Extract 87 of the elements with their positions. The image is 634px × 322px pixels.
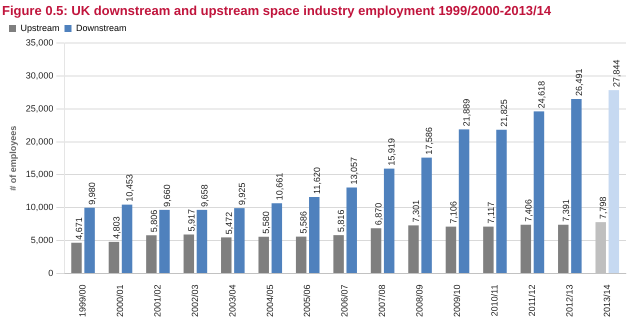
y-tick-label: 15,000 — [26, 169, 54, 180]
data-label: 21,825 — [498, 99, 509, 127]
bar — [483, 226, 494, 273]
x-tick-label: 2013/14 — [602, 284, 612, 318]
bar — [258, 236, 269, 273]
x-tick-label: 2005/06 — [302, 284, 312, 318]
data-label: 11,620 — [312, 167, 322, 194]
bar — [370, 228, 382, 273]
data-label: 15,919 — [386, 138, 397, 166]
data-label: 13,057 — [349, 156, 360, 184]
x-tick-label: 2008/09 — [414, 284, 425, 318]
data-label: 26,491 — [574, 68, 584, 96]
bar — [496, 130, 507, 273]
bar — [84, 208, 95, 273]
data-label: 9,925 — [236, 182, 247, 206]
data-label: 7,391 — [560, 199, 571, 222]
data-label: 9,660 — [162, 184, 172, 207]
bar — [108, 242, 120, 273]
data-label: 17,586 — [424, 127, 434, 155]
data-label: 10,661 — [274, 172, 284, 200]
bar — [384, 168, 394, 273]
bar — [571, 99, 582, 273]
data-label: 5,586 — [298, 211, 309, 234]
x-tick-label: 2007/08 — [377, 284, 388, 318]
chart-title: Figure 0.5: UK downstream and upstream space industry employment 1999/2000-2013/14 — [1, 2, 552, 19]
x-tick-label: 2000/01 — [114, 284, 125, 318]
bar — [421, 158, 432, 273]
data-label: 21,889 — [462, 98, 472, 126]
x-tick-label: 2009/10 — [452, 284, 462, 318]
bar — [458, 129, 470, 273]
data-label: 7,406 — [523, 199, 534, 222]
data-label: 7,798 — [598, 196, 608, 220]
bar — [196, 210, 208, 273]
bar — [184, 234, 194, 273]
bar — [221, 237, 232, 273]
bar — [146, 235, 157, 273]
y-tick-label: 35,000 — [26, 37, 54, 48]
x-tick-label: 1999/00 — [78, 284, 88, 318]
bar — [346, 187, 357, 273]
data-label: 5,917 — [186, 208, 196, 232]
data-label: 4,803 — [111, 216, 122, 239]
data-label: 7,117 — [486, 202, 496, 224]
y-tick-label: 5,000 — [30, 235, 54, 246]
data-label: 7,301 — [410, 200, 421, 222]
x-tick-label: 2001/02 — [152, 284, 162, 318]
legend-label: Downstream — [76, 22, 127, 33]
y-tick-label: 30,000 — [26, 70, 54, 80]
y-tick-label: 0 — [48, 268, 54, 278]
bar — [333, 235, 344, 273]
bar — [272, 203, 282, 273]
data-label: 5,580 — [261, 211, 272, 234]
y-tick-label: 10,000 — [26, 202, 54, 212]
x-tick-label: 2010/11 — [489, 284, 500, 316]
bar — [595, 222, 606, 273]
legend-label: Upstream — [20, 22, 60, 33]
x-tick-label: 2004/05 — [264, 284, 275, 318]
data-label: 5,816 — [336, 210, 346, 232]
x-tick-label: 2011/12 — [526, 284, 537, 316]
y-axis-title: # of employees — [8, 126, 18, 191]
bar — [296, 236, 306, 273]
y-tick-label: 25,000 — [26, 103, 54, 114]
bar — [446, 226, 456, 273]
x-tick-label: 2006/07 — [340, 284, 350, 318]
bar — [159, 210, 170, 273]
bar — [408, 225, 419, 273]
bar — [558, 224, 569, 273]
bar — [234, 208, 245, 273]
bar — [520, 224, 532, 273]
bar — [71, 242, 82, 273]
data-label: 24,618 — [536, 80, 546, 108]
data-label: 7,106 — [448, 201, 458, 224]
bar — [608, 90, 620, 273]
data-label: 5,472 — [224, 212, 234, 234]
bar — [122, 204, 132, 273]
data-label: 9,980 — [87, 182, 98, 205]
data-label: 9,658 — [199, 184, 210, 207]
data-label: 27,844 — [611, 60, 622, 88]
x-tick-label: 2002/03 — [190, 284, 200, 318]
data-label: 10,453 — [124, 174, 135, 202]
data-label: 6,870 — [374, 202, 384, 226]
x-tick-label: 2012/13 — [564, 284, 574, 318]
y-tick-label: 20,000 — [26, 136, 54, 146]
bar — [534, 111, 544, 273]
x-tick-label: 2003/04 — [227, 284, 238, 318]
bar — [309, 196, 320, 273]
data-label: 4,671 — [74, 217, 84, 240]
data-label: 5,806 — [148, 210, 159, 232]
